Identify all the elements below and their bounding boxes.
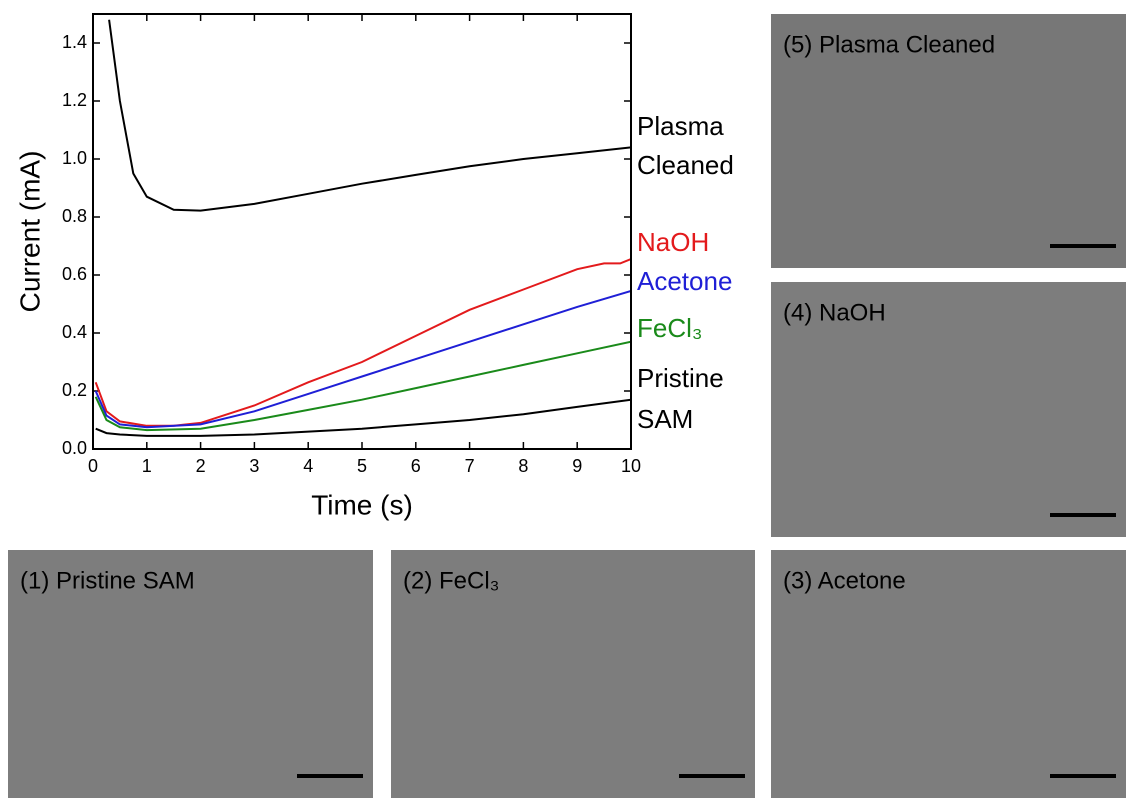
series-line bbox=[95, 398, 631, 437]
sem-image bbox=[771, 14, 1126, 268]
sem-image bbox=[771, 550, 1126, 798]
panel-label: (2) FeCl₃ bbox=[403, 567, 499, 594]
x-tick-label: 6 bbox=[411, 456, 421, 476]
x-tick-label: 4 bbox=[303, 456, 313, 476]
panel-label: (1) Pristine SAM bbox=[20, 567, 195, 594]
x-tick-label: 2 bbox=[196, 456, 206, 476]
y-axis-title: Current (mA) bbox=[14, 151, 45, 313]
series-line bbox=[94, 289, 631, 429]
y-tick-label: 0.0 bbox=[62, 438, 87, 458]
series-label: NaOH bbox=[637, 227, 709, 257]
y-tick-label: 0.6 bbox=[62, 264, 87, 284]
series-label: FeCl₃ bbox=[637, 313, 702, 343]
x-tick-label: 3 bbox=[249, 456, 259, 476]
x-tick-label: 10 bbox=[621, 456, 641, 476]
sem-image bbox=[8, 550, 373, 798]
sem-panel: (4) NaOH bbox=[771, 282, 1126, 537]
y-tick-label: 1.0 bbox=[62, 148, 87, 168]
sem-panel: (5) Plasma Cleaned bbox=[771, 14, 1126, 268]
series-label: Acetone bbox=[637, 266, 732, 296]
y-tick-label: 1.4 bbox=[62, 32, 87, 52]
series-label: Pristine SAM bbox=[637, 363, 724, 434]
sem-panel: (3) Acetone bbox=[771, 550, 1126, 798]
plot-frame bbox=[92, 13, 632, 450]
y-tick-label: 1.2 bbox=[62, 90, 87, 110]
sem-panel: (1) Pristine SAM bbox=[8, 550, 373, 798]
series-line bbox=[94, 258, 631, 427]
y-tick-label: 0.4 bbox=[62, 322, 87, 342]
sem-image bbox=[771, 282, 1126, 537]
sem-image bbox=[391, 550, 755, 798]
panel-label: (4) NaOH bbox=[783, 299, 886, 326]
series-line bbox=[94, 340, 631, 432]
x-tick-label: 8 bbox=[518, 456, 528, 476]
panel-label: (3) Acetone bbox=[783, 567, 906, 594]
sem-panel: (2) FeCl₃ bbox=[391, 550, 755, 798]
y-tick-label: 0.8 bbox=[62, 206, 87, 226]
series-line bbox=[108, 19, 631, 212]
x-tick-label: 1 bbox=[142, 456, 152, 476]
series-label: Plasma Cleaned bbox=[637, 111, 734, 180]
x-tick-label: 9 bbox=[572, 456, 582, 476]
x-tick-label: 5 bbox=[357, 456, 367, 476]
panel-label: (5) Plasma Cleaned bbox=[783, 31, 995, 58]
x-axis-title: Time (s) bbox=[311, 489, 413, 520]
y-tick-label: 0.2 bbox=[62, 380, 87, 400]
x-tick-label: 7 bbox=[465, 456, 475, 476]
x-tick-label: 0 bbox=[88, 456, 98, 476]
